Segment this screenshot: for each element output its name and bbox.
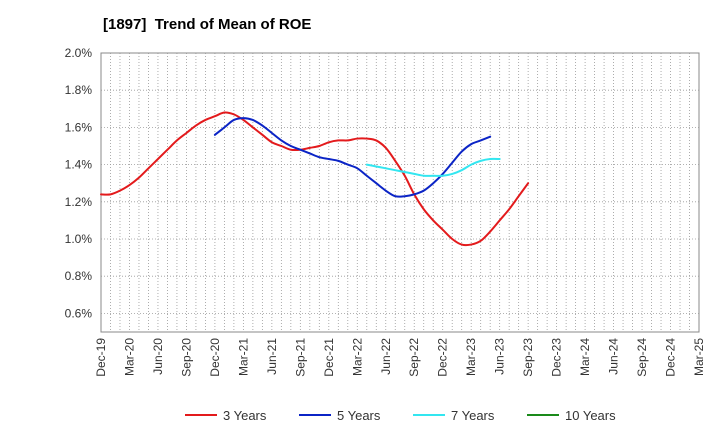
- series-line-5-years: [213, 117, 492, 198]
- legend-label: 5 Years: [337, 408, 381, 423]
- x-tick-label: Mar-20: [122, 338, 136, 376]
- x-tick-label: Mar-22: [350, 338, 364, 376]
- series-layer: [100, 111, 530, 247]
- x-tick-label: Dec-19: [94, 338, 108, 377]
- legend-label: 3 Years: [223, 408, 267, 423]
- axis-layer: 0.6% 0.8% 1.0% 1.2% 1.4% 1.6% 1.8% 2.0% Dec-19 Ma…: [65, 46, 706, 377]
- x-tick-label: Dec-22: [436, 338, 450, 377]
- x-tick-label: Sep-21: [293, 338, 307, 377]
- y-tick-label: 1.6%: [65, 120, 93, 134]
- x-tick-label: Sep-20: [179, 338, 193, 377]
- y-tick-label: 0.8%: [65, 269, 93, 283]
- x-tick-label: Mar-21: [236, 338, 250, 376]
- chart-title: [1897] Trend of Mean of ROE: [103, 16, 312, 33]
- plot-frame: [100, 52, 700, 333]
- x-tick-label: Mar-25: [692, 338, 706, 376]
- x-tick-label: Dec-21: [322, 338, 336, 377]
- x-tick-label: Sep-24: [635, 338, 649, 377]
- x-tick-label: Jun-20: [151, 338, 165, 375]
- legend-label: 10 Years: [565, 408, 616, 423]
- legend: 3 Years 5 Years 7 Years 10 Years: [185, 408, 616, 423]
- x-tick-label: Dec-20: [208, 338, 222, 377]
- y-tick-label: 2.0%: [65, 46, 93, 60]
- x-tick-label: Dec-23: [550, 338, 564, 377]
- x-tick-label: Jun-22: [379, 338, 393, 375]
- x-tick-label: Sep-22: [407, 338, 421, 377]
- y-tick-label: 1.8%: [65, 83, 93, 97]
- y-tick-label: 1.2%: [65, 195, 93, 209]
- x-tick-label: Dec-24: [664, 338, 678, 377]
- x-tick-label: Sep-23: [521, 338, 535, 377]
- x-tick-label: Jun-23: [493, 338, 507, 375]
- grid-layer: [100, 52, 700, 333]
- y-tick-label: 1.0%: [65, 232, 93, 246]
- x-tick-label: Jun-21: [265, 338, 279, 375]
- legend-label: 7 Years: [451, 408, 495, 423]
- y-tick-label: 1.4%: [65, 158, 93, 172]
- y-tick-label: 0.6%: [65, 306, 93, 320]
- series-line-7-years: [365, 157, 501, 177]
- x-tick-label: Mar-23: [464, 338, 478, 376]
- series-line-3-years: [100, 111, 530, 247]
- x-tick-label: Mar-24: [578, 338, 592, 376]
- x-tick-label: Jun-24: [607, 338, 621, 375]
